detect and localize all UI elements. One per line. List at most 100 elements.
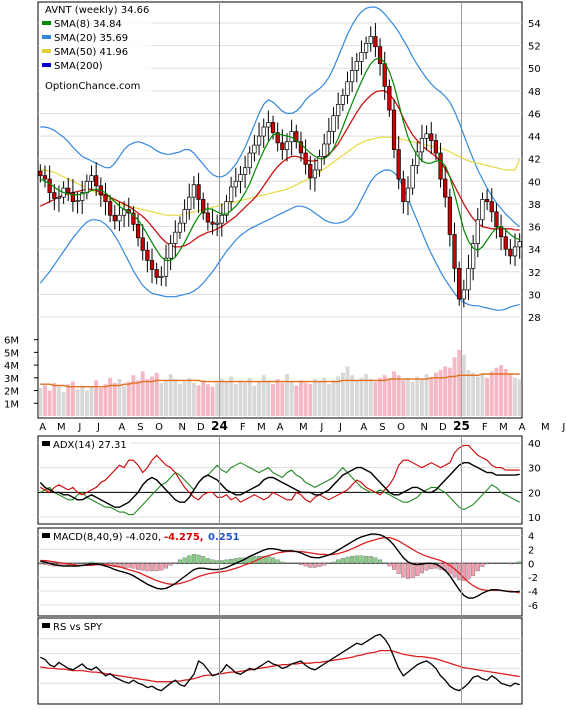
volume-y-tick-label: 5M: [4, 348, 19, 359]
volume-bar: [410, 381, 415, 416]
volume-bar: [205, 384, 210, 416]
x-axis-month-label: F: [482, 422, 488, 433]
rs-title: RS vs SPY: [53, 622, 103, 633]
candle-body: [135, 223, 141, 239]
volume-bar: [112, 382, 117, 416]
volume-bar: [350, 375, 355, 416]
volume-bar: [233, 384, 238, 416]
volume-bar: [336, 376, 341, 416]
price-y-tick-label: 30: [528, 290, 541, 301]
candle-body: [256, 135, 262, 146]
candle-body: [252, 144, 257, 154]
volume-bar: [294, 385, 299, 416]
x-axis-month-label: J: [561, 422, 565, 433]
macd-histogram-bar: [266, 556, 271, 564]
candle-body: [182, 209, 187, 224]
price-y-tick-label: 38: [528, 200, 541, 211]
volume-bar: [508, 374, 513, 416]
candle-body: [270, 122, 276, 134]
candle-body: [354, 61, 359, 71]
macd-histogram-bar: [38, 563, 43, 565]
volume-y-tick-label: 2M: [4, 387, 19, 398]
adx-title-bg: [39, 437, 131, 451]
volume-bar: [219, 379, 224, 416]
macd-histogram-bar: [378, 559, 383, 564]
macd-histogram-bar: [298, 563, 303, 565]
volume-bar: [80, 385, 85, 416]
macd-histogram-bar: [177, 559, 182, 564]
volume-bar: [438, 370, 443, 416]
adx-minus-di-line: [40, 462, 520, 516]
candle-body: [38, 170, 43, 177]
volume-bar: [131, 375, 136, 416]
macd-histogram-bar: [182, 557, 187, 564]
candle-body: [377, 46, 383, 65]
candle-body: [149, 260, 155, 270]
x-axis-month-label: O: [155, 422, 163, 433]
volume-bar: [359, 377, 364, 416]
x-axis-year-label: 25: [453, 419, 470, 433]
macd-histogram-bar: [122, 563, 127, 568]
volume-y-tick-label: 6M: [4, 336, 19, 347]
candle-body: [447, 196, 452, 235]
volume-bar: [373, 381, 378, 416]
volume-bar: [182, 381, 187, 416]
price-y-tick-label: 50: [528, 64, 541, 75]
volume-bar: [38, 388, 43, 416]
rs-line: [40, 633, 520, 692]
price-y-tick-label: 40: [528, 177, 541, 188]
x-axis-month-label: M: [257, 422, 266, 433]
legend-entry: SMA(8) 34.84: [54, 19, 122, 30]
volume-bar: [89, 386, 94, 416]
sma50-line: [40, 136, 521, 216]
x-axis-month-label: A: [360, 422, 367, 433]
volume-bar: [70, 381, 75, 416]
macd-histogram-bar: [112, 563, 117, 567]
volume-bar: [308, 384, 313, 416]
volume-bar: [387, 379, 392, 416]
rs-swatch: [42, 623, 50, 628]
candle-body: [517, 241, 522, 248]
candle-body: [508, 248, 513, 257]
price-y-tick-label: 52: [528, 42, 541, 53]
candle-body: [266, 122, 271, 128]
volume-bar: [154, 372, 159, 416]
candle-body: [52, 192, 57, 199]
macd-histogram-bar: [368, 556, 373, 564]
macd-histogram-bar: [163, 563, 168, 569]
adx-title: ADX(14) 27.31: [53, 440, 127, 451]
macd-histogram-bar: [131, 563, 136, 569]
candle-body: [94, 175, 99, 187]
volume-bar: [471, 372, 476, 416]
macd-histogram-bar: [205, 558, 210, 564]
macd-y-tick-label: -4: [528, 587, 538, 598]
volume-bar: [261, 375, 266, 416]
volume-bar: [443, 366, 448, 416]
candle-body: [322, 143, 327, 157]
candle-body: [205, 212, 210, 223]
macd-y-tick-label: -2: [528, 573, 538, 584]
candle-body: [80, 192, 85, 201]
volume-bar: [43, 385, 47, 416]
volume-y-tick-label: 1M: [4, 399, 19, 410]
candle-body: [419, 137, 425, 153]
x-axis-month-label: M: [57, 422, 66, 433]
volume-bar: [285, 374, 289, 416]
volume-bar: [499, 365, 504, 416]
candle-body: [480, 199, 485, 221]
macd-histogram-bar: [289, 562, 294, 564]
macd-histogram-bar: [410, 563, 415, 579]
volume-bar: [317, 381, 322, 416]
macd-signal-line: [40, 536, 520, 594]
volume-bar: [84, 390, 89, 416]
legend-swatch: [42, 35, 51, 39]
macd-histogram-bar: [308, 563, 313, 568]
candle-body: [131, 212, 136, 225]
candle-body: [512, 246, 518, 257]
candle-body: [410, 165, 415, 189]
candle-body: [359, 52, 364, 62]
candle-body: [443, 178, 448, 198]
candle-body: [191, 184, 197, 198]
volume-bar: [466, 370, 471, 416]
